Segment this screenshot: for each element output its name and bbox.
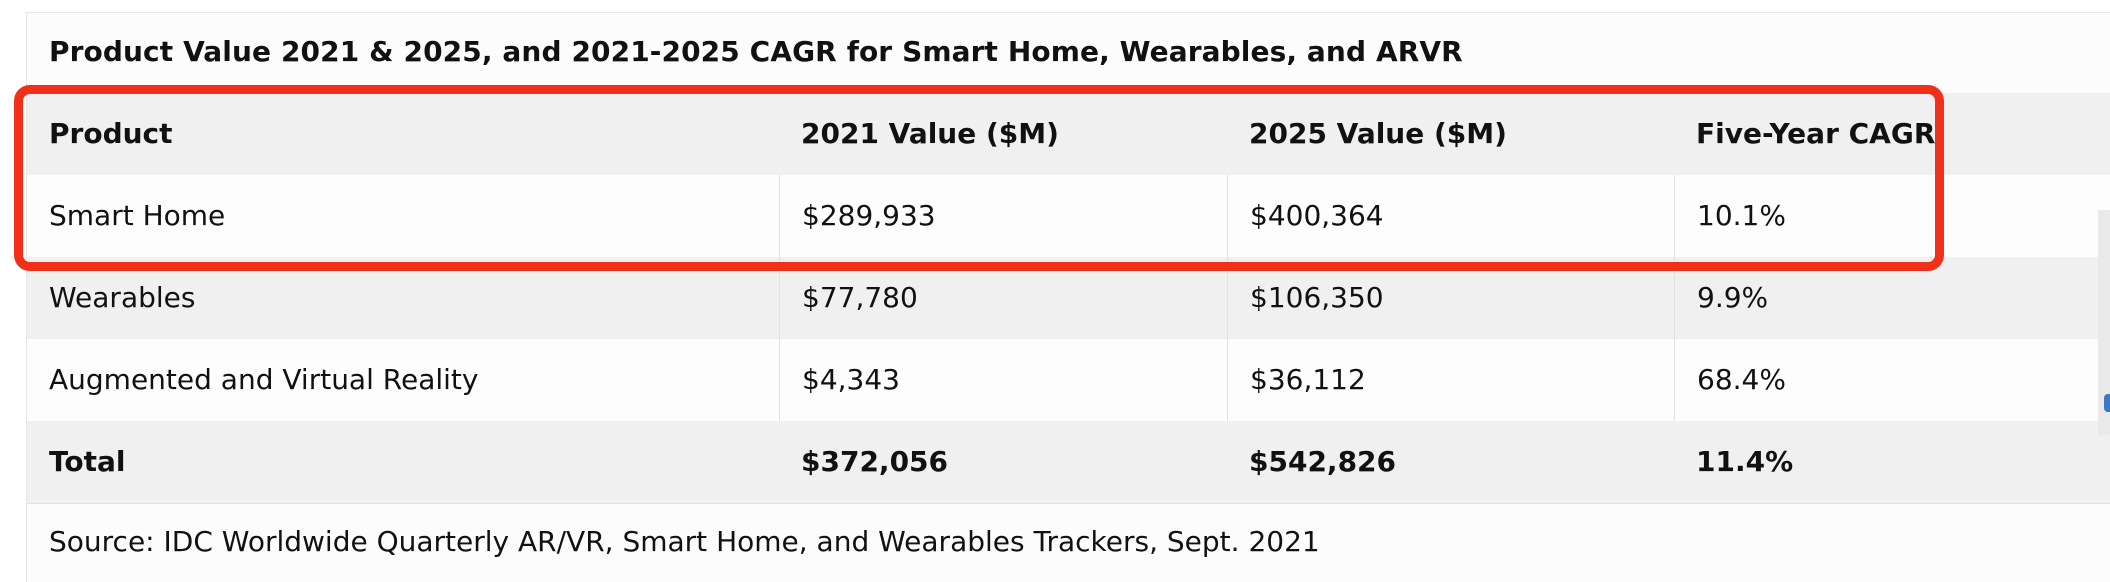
header-five-year-cagr: Five-Year CAGR [1696,117,1936,150]
cell-2025-value: $400,364 [1227,175,1674,257]
total-2021-value: $372,056 [801,445,949,478]
cell-product: Augmented and Virtual Reality [49,363,479,396]
cell-2021-value: $289,933 [779,175,1227,257]
scroll-thumb[interactable] [2104,394,2110,412]
header-2025-value: 2025 Value ($M) [1249,117,1507,150]
header-2021-value: 2021 Value ($M) [801,117,1059,150]
table-source-note: Source: IDC Worldwide Quarterly AR/VR, S… [49,525,1320,558]
cell-2021-value: $77,780 [779,257,1227,339]
table-caption: Product Value 2021 & 2025, and 2021-2025… [49,35,1463,68]
cell-product: Smart Home [49,199,226,232]
cell-product: Wearables [49,281,196,314]
table-row-ar-vr: Augmented and Virtual Reality $4,343 $36… [27,339,2110,422]
scrollbar[interactable] [2098,210,2110,435]
table-total-row: Total $372,056 $542,826 11.4% [27,421,2110,504]
table-row-smart-home: Smart Home $289,933 $400,364 10.1% [27,175,2110,258]
header-product: Product [49,117,173,150]
data-table: Product Value 2021 & 2025, and 2021-2025… [26,12,2110,582]
cell-2021-value: $4,343 [779,339,1227,421]
table-header-row: Product 2021 Value ($M) 2025 Value ($M) … [27,93,2110,176]
cell-cagr: 10.1% [1674,175,2110,257]
cell-2025-value: $106,350 [1227,257,1674,339]
total-label: Total [49,445,126,478]
table-row-wearables: Wearables $77,780 $106,350 9.9% [27,257,2110,340]
total-2025-value: $542,826 [1249,445,1397,478]
cell-2025-value: $36,112 [1227,339,1674,421]
cell-cagr: 68.4% [1674,339,2110,421]
cell-cagr: 9.9% [1674,257,2110,339]
total-cagr: 11.4% [1696,445,1794,478]
